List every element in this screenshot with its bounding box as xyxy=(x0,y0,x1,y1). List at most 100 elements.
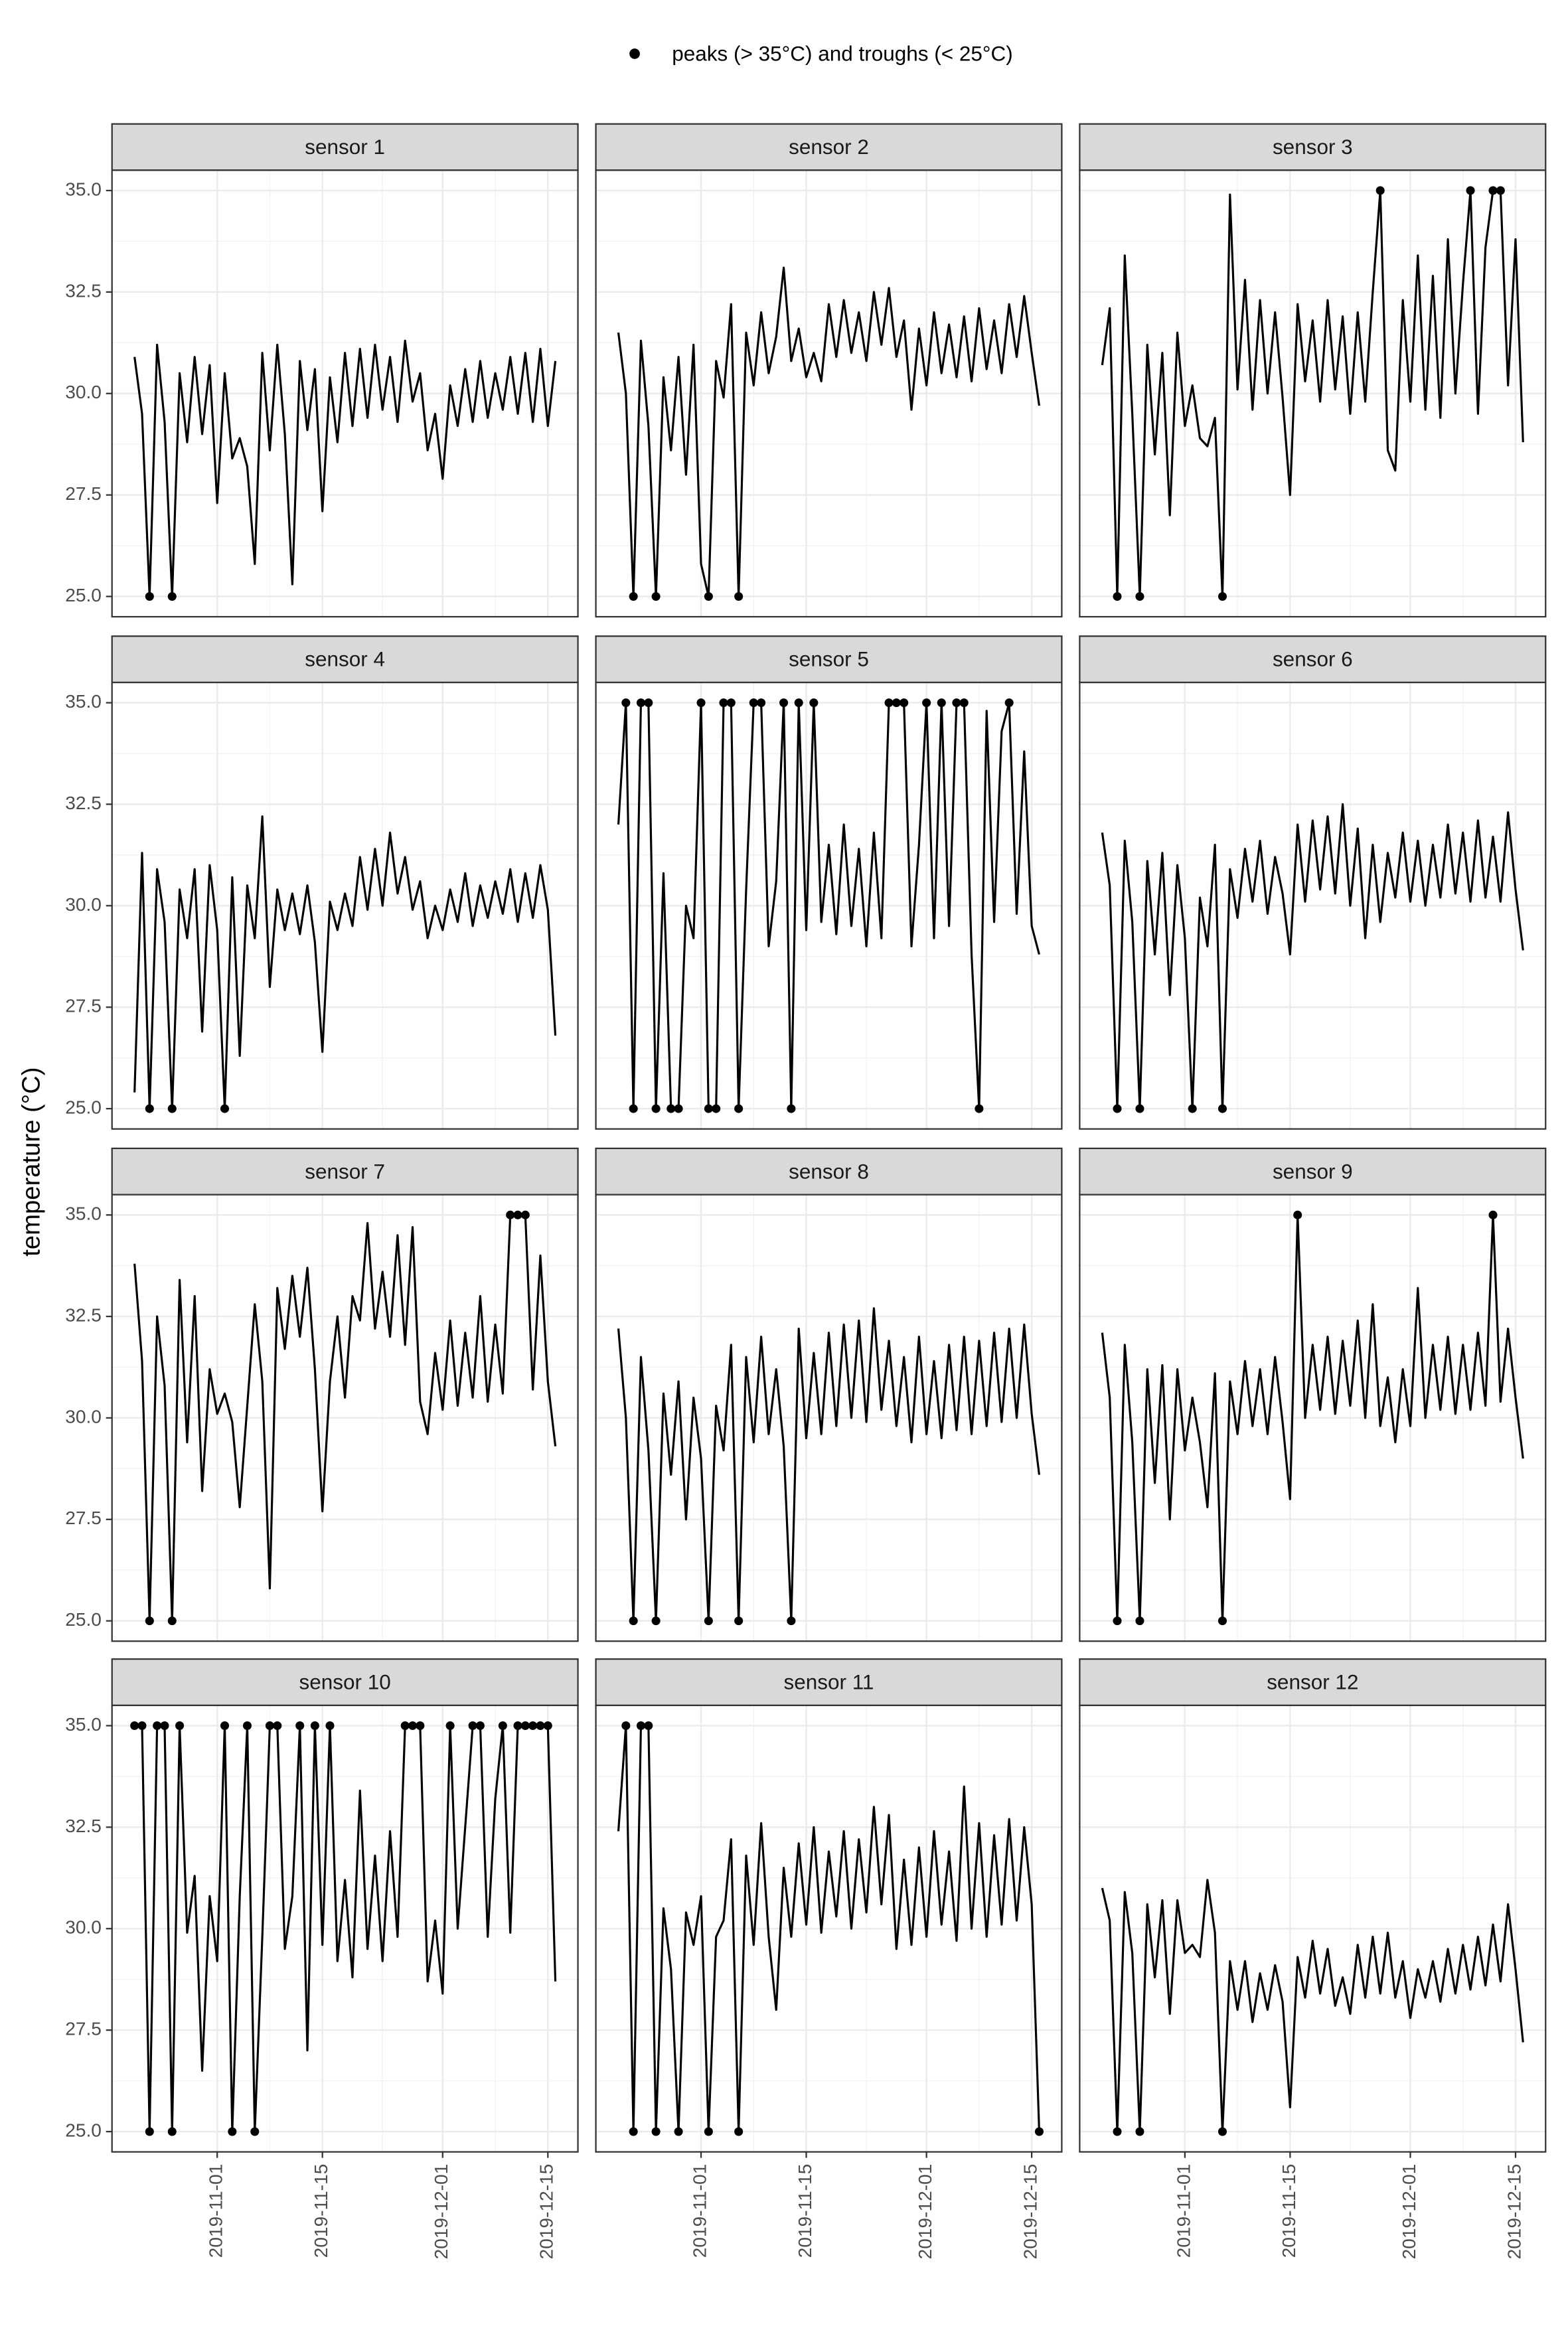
extreme-point xyxy=(475,1721,485,1731)
series-line xyxy=(617,1307,1041,1622)
extreme-point xyxy=(445,1721,455,1731)
extreme-point xyxy=(265,1721,274,1731)
extreme-point xyxy=(167,1104,177,1113)
extreme-point xyxy=(959,698,969,708)
strip-box xyxy=(111,1658,579,1707)
extreme-point xyxy=(952,698,961,708)
strip-box xyxy=(595,1147,1063,1196)
y-tick-label: 30.0 xyxy=(65,894,102,915)
strip-box xyxy=(595,635,1063,684)
extreme-point xyxy=(629,1104,638,1113)
extreme-point xyxy=(167,1616,177,1626)
x-tick-label: 2019-12-01 xyxy=(915,2164,935,2260)
strip-box xyxy=(111,635,579,684)
y-tick-label: 30.0 xyxy=(65,1406,102,1427)
x-tick-label: 2019-12-15 xyxy=(536,2164,557,2260)
extreme-point xyxy=(975,1104,984,1113)
extreme-point xyxy=(794,698,803,708)
extreme-point xyxy=(651,1616,661,1626)
extreme-point xyxy=(416,1721,425,1731)
extreme-point xyxy=(145,2127,154,2136)
extreme-point xyxy=(1375,186,1385,195)
extreme-point xyxy=(892,698,901,708)
x-tick-label: 2019-12-01 xyxy=(1399,2164,1419,2260)
extreme-point xyxy=(1217,2127,1227,2136)
extreme-point xyxy=(175,1721,185,1731)
extreme-point xyxy=(167,2127,177,2136)
extreme-point xyxy=(295,1721,305,1731)
extreme-point xyxy=(712,1104,721,1113)
extreme-point xyxy=(400,1721,410,1731)
series-line xyxy=(133,1214,557,1622)
series-line xyxy=(617,266,1041,598)
extreme-point xyxy=(153,1721,162,1731)
series-line xyxy=(617,1724,1041,2133)
x-tick-label: 2019-12-01 xyxy=(431,2164,451,2260)
extreme-point xyxy=(145,591,154,601)
series-line xyxy=(134,1724,557,2133)
extreme-point xyxy=(1496,186,1505,195)
extreme-point xyxy=(1135,1616,1144,1626)
extreme-point xyxy=(137,1721,147,1731)
series-line xyxy=(1101,803,1524,1110)
strip-box xyxy=(1079,1658,1547,1707)
extreme-point xyxy=(1488,1210,1498,1219)
extreme-point xyxy=(621,1721,631,1731)
extreme-point xyxy=(621,698,631,708)
extreme-point xyxy=(498,1721,507,1731)
panel-border xyxy=(111,681,579,1130)
extreme-point xyxy=(674,1104,683,1113)
extreme-point xyxy=(520,1210,530,1219)
y-tick-label: 27.5 xyxy=(65,1508,102,1528)
panel-border xyxy=(595,681,1063,1130)
extreme-point xyxy=(651,1104,661,1113)
panel-title: sensor 7 xyxy=(305,1159,385,1183)
extreme-point xyxy=(937,698,946,708)
extreme-point xyxy=(674,2127,683,2136)
extreme-point xyxy=(1217,591,1227,601)
y-tick-label: 25.0 xyxy=(65,2120,102,2140)
extreme-point xyxy=(757,698,766,708)
y-tick-label: 32.5 xyxy=(65,1816,102,1836)
extreme-point xyxy=(520,1721,530,1731)
y-tick-label: 27.5 xyxy=(65,2019,102,2039)
extreme-point xyxy=(167,591,177,601)
extreme-point xyxy=(273,1721,282,1731)
extreme-point xyxy=(787,1616,796,1626)
extreme-point xyxy=(651,2127,661,2136)
extreme-point xyxy=(734,591,744,601)
x-tick-label: 2019-11-01 xyxy=(689,2164,710,2258)
strip-box xyxy=(111,123,579,171)
panel-border xyxy=(1079,1704,1547,2153)
panel-border xyxy=(111,1194,579,1642)
extreme-point xyxy=(629,1616,638,1626)
extreme-point xyxy=(922,698,931,708)
extreme-point xyxy=(468,1721,477,1731)
extreme-point xyxy=(734,1616,744,1626)
extreme-point xyxy=(734,1104,744,1113)
panel-title: sensor 11 xyxy=(784,1670,874,1694)
extreme-point xyxy=(704,591,713,601)
extreme-point xyxy=(220,1721,230,1731)
extreme-point xyxy=(1113,1104,1122,1113)
series-line xyxy=(1101,189,1524,598)
series-line xyxy=(1101,1214,1524,1622)
extreme-point xyxy=(884,698,894,708)
extreme-point xyxy=(1488,186,1498,195)
y-tick-label: 30.0 xyxy=(65,382,102,402)
extreme-point xyxy=(749,698,758,708)
extreme-point xyxy=(228,2127,237,2136)
extreme-point xyxy=(1466,186,1475,195)
panel-title: sensor 12 xyxy=(1267,1670,1358,1694)
y-tick-label: 35.0 xyxy=(65,1204,102,1224)
x-tick-label: 2019-12-15 xyxy=(1504,2164,1524,2260)
extreme-point xyxy=(513,1210,522,1219)
extreme-point xyxy=(543,1721,552,1731)
legend-marker xyxy=(629,48,640,59)
extreme-point xyxy=(629,591,638,601)
panel-title: sensor 3 xyxy=(1273,135,1353,159)
x-tick-label: 2019-11-15 xyxy=(795,2164,815,2258)
extreme-point xyxy=(242,1721,252,1731)
panel-border xyxy=(595,169,1063,618)
extreme-point xyxy=(220,1104,230,1113)
